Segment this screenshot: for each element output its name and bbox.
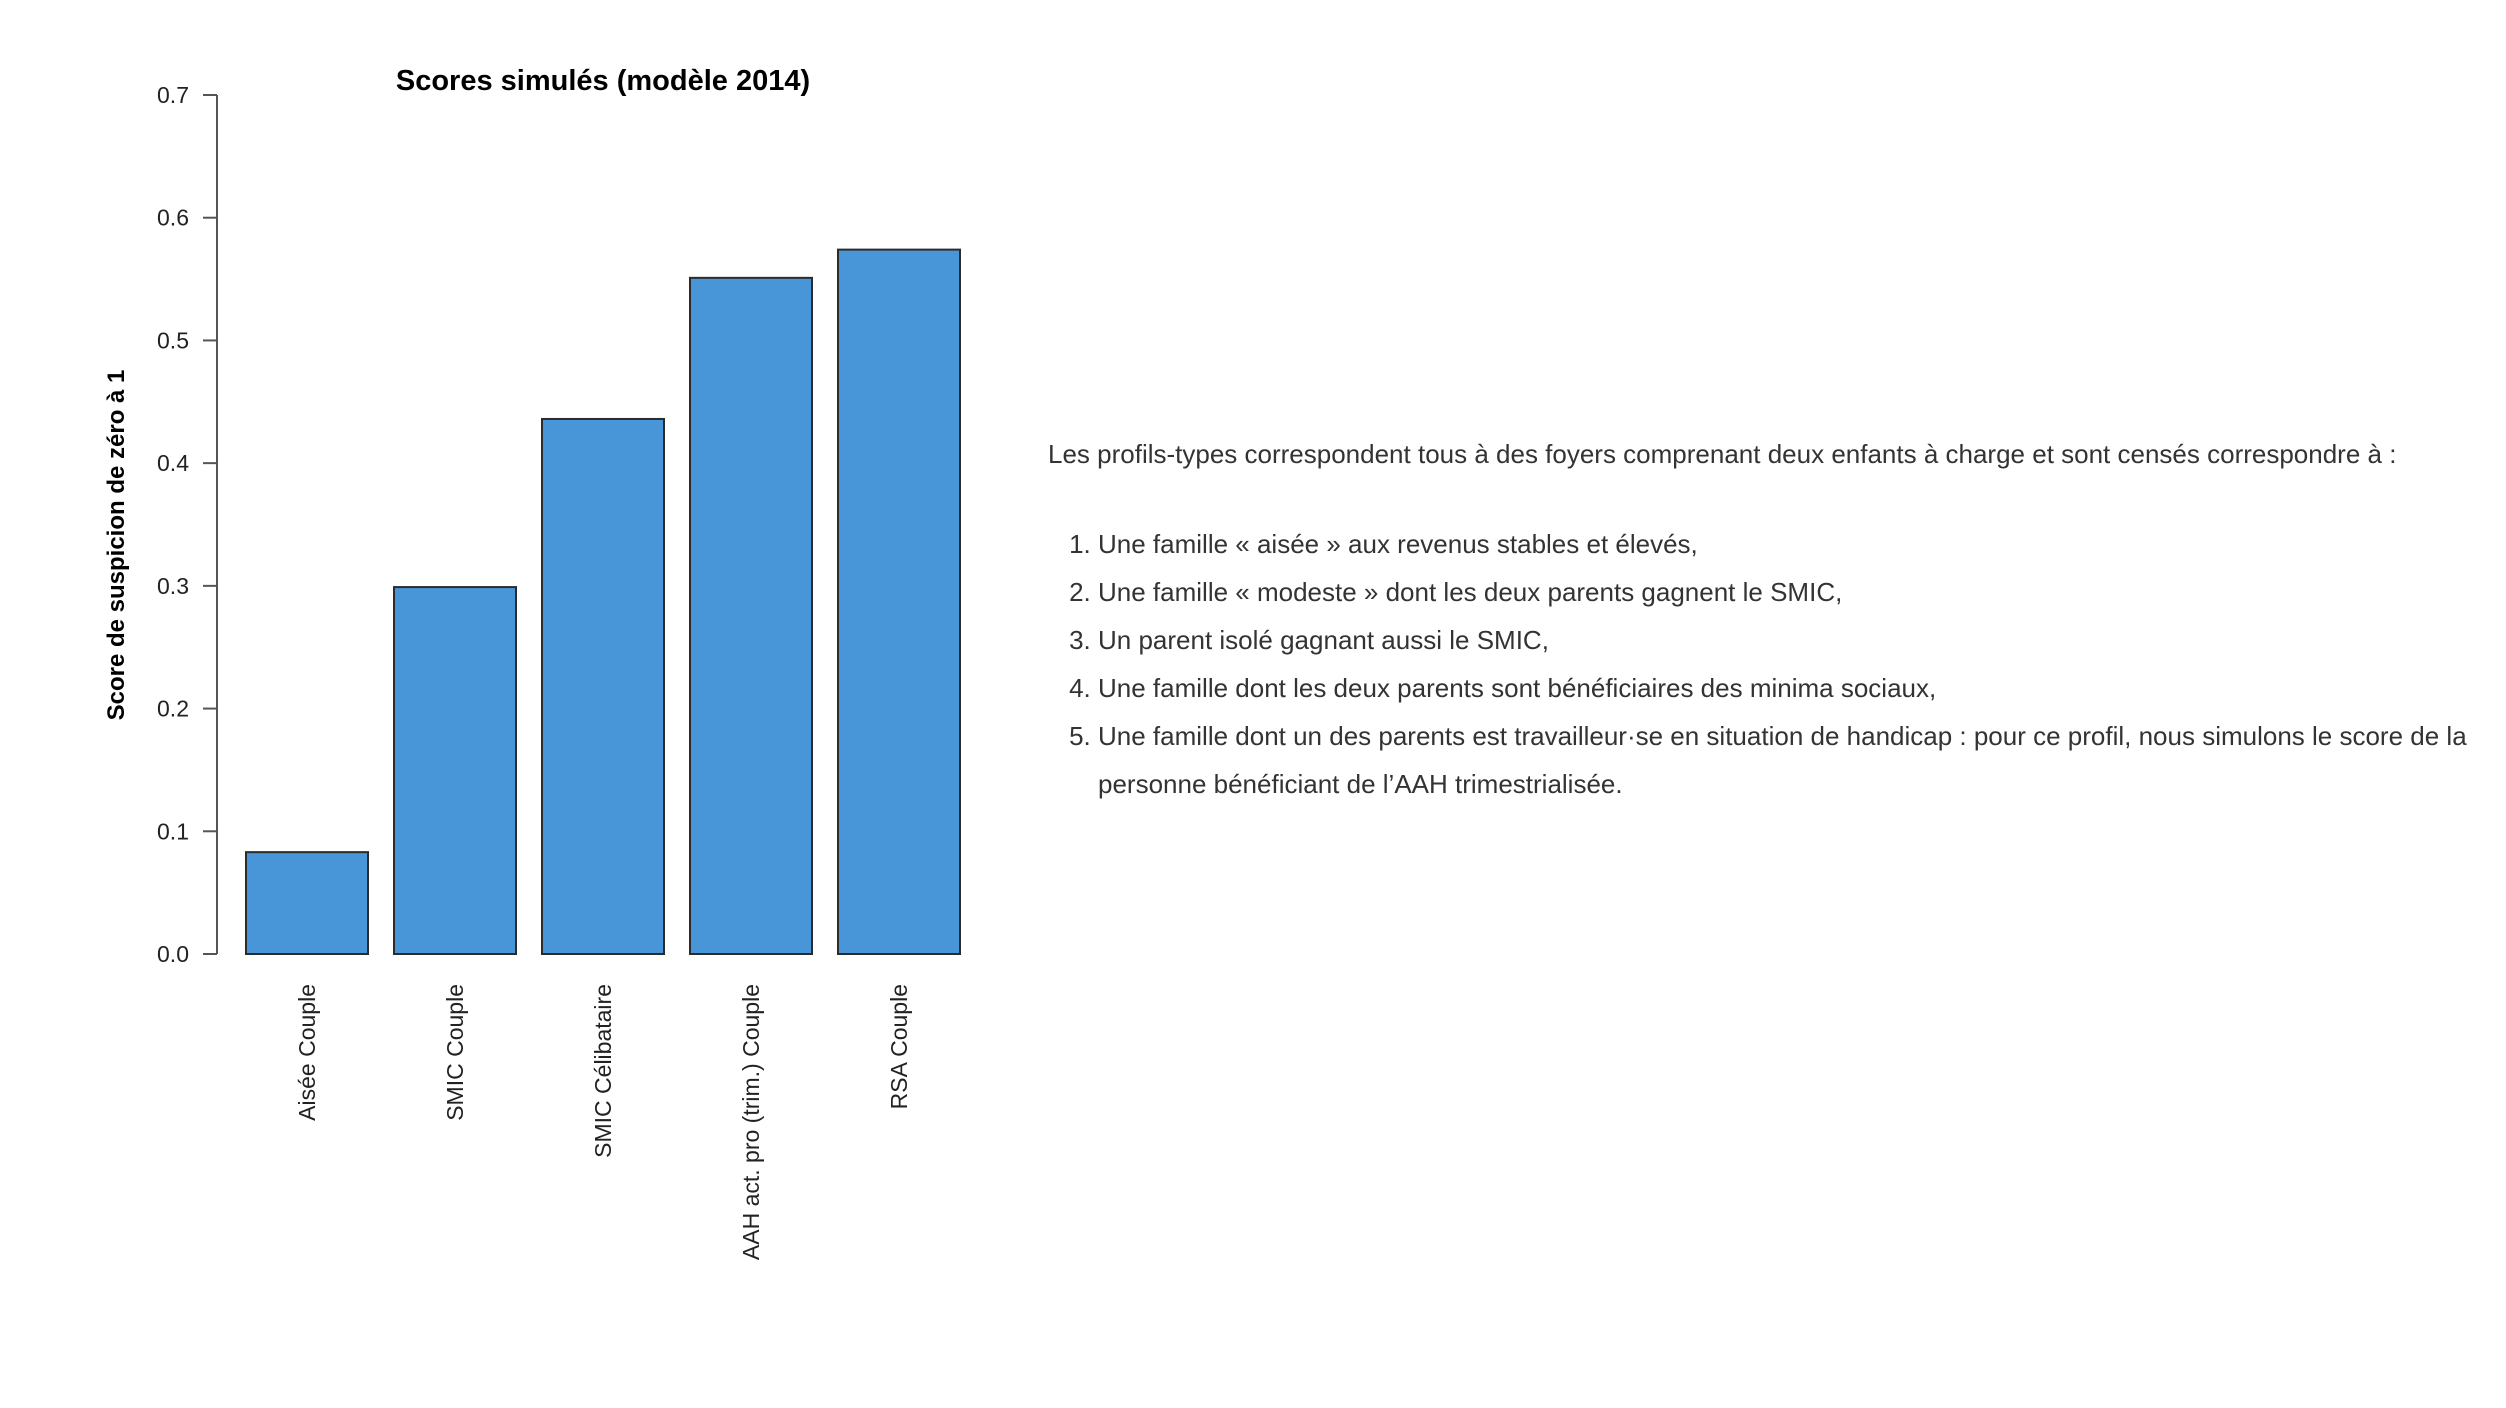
y-tick-label: 0.3 [157, 573, 189, 599]
x-tick-label: AAH act. pro (trim.) Couple [738, 984, 764, 1260]
x-tick-label: RSA Couple [886, 984, 912, 1109]
bar [541, 417, 665, 956]
y-tick-label: 0.6 [157, 205, 189, 231]
y-tick-label: 0.5 [157, 327, 189, 353]
x-tick-label: Aisée Couple [294, 984, 320, 1121]
profile-list: Une famille « aisée » aux revenus stable… [1048, 520, 2488, 808]
profile-item: Une famille dont les deux parents sont b… [1098, 664, 2488, 712]
profile-item: Un parent isolé gagnant aussi le SMIC, [1098, 616, 2488, 664]
y-axis: 0.0 0.1 0.2 0.3 0.4 0.5 0.6 0.7 [157, 82, 218, 967]
bar [245, 851, 369, 956]
x-tick-label: SMIC Célibataire [590, 984, 616, 1158]
profile-item: Une famille « aisée » aux revenus stable… [1098, 520, 2488, 568]
y-tick-label: 0.1 [157, 818, 189, 844]
y-tick-label: 0.7 [157, 82, 189, 108]
bar [393, 586, 517, 955]
bar [837, 248, 961, 955]
x-tick-label: SMIC Couple [442, 984, 468, 1121]
bar [689, 276, 813, 955]
y-tick-label: 0.2 [157, 696, 189, 722]
bars-group [245, 248, 961, 956]
y-axis-label: Score de suspicion de zéro à 1 [103, 370, 130, 721]
category-labels: Aisée Couple SMIC Couple SMIC Célibataire A… [294, 984, 912, 1260]
bar-chart: Scores simulés (modèle 2014) Score de su… [103, 65, 961, 1260]
intro-text: Les profils-types correspondent tous à d… [1048, 439, 2397, 469]
profile-item: Une famille dont un des parents est trav… [1098, 712, 2488, 808]
chart-title: Scores simulés (modèle 2014) [396, 65, 810, 97]
y-tick-label: 0.0 [157, 941, 189, 967]
y-tick-label: 0.4 [157, 450, 189, 476]
description-panel: Les profils-types correspondent tous à d… [1048, 430, 2488, 808]
profile-item: Une famille « modeste » dont les deux pa… [1098, 568, 2488, 616]
